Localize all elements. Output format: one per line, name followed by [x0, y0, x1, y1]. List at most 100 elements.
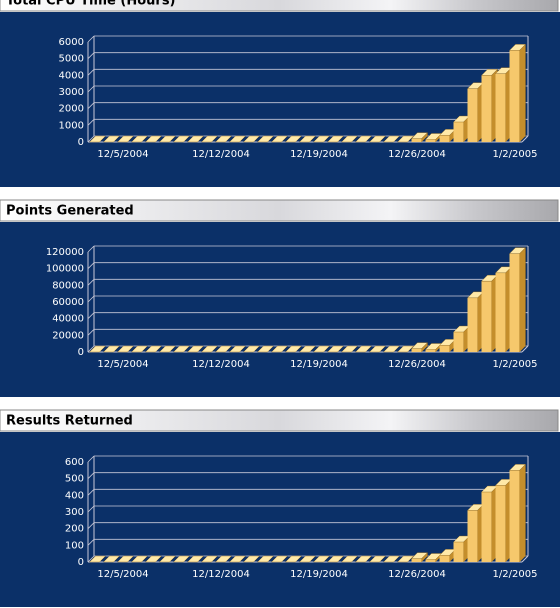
bar-front — [439, 555, 450, 562]
bar — [229, 135, 246, 143]
bar — [481, 274, 498, 353]
bar-top — [285, 135, 302, 143]
bar-top — [271, 555, 288, 563]
bar — [271, 345, 288, 353]
y-tick-label: 60000 — [52, 297, 84, 308]
bar — [509, 43, 526, 143]
bar — [243, 135, 260, 143]
axis-line — [521, 135, 529, 143]
bar — [89, 555, 106, 563]
bar — [145, 135, 162, 143]
bar — [89, 135, 106, 143]
bar — [369, 555, 386, 563]
bar — [369, 135, 386, 143]
axis-line — [521, 345, 529, 353]
chart-title: Points Generated — [6, 204, 134, 219]
grid-line — [87, 135, 95, 143]
bar — [173, 135, 190, 143]
chart-panel: Points Generated 0 20000 40000 60000 80000 100… — [0, 199, 560, 397]
bar — [103, 135, 120, 143]
bar-front — [453, 542, 464, 562]
bar-front — [425, 139, 436, 142]
bar-top — [509, 44, 526, 51]
bar — [159, 135, 176, 143]
y-tick-label: 40000 — [52, 314, 84, 325]
y-tick-label: 0 — [78, 137, 84, 148]
bar — [229, 555, 246, 563]
bar — [285, 555, 302, 563]
bar-top — [383, 555, 400, 563]
y-tick-label: 5000 — [59, 54, 84, 65]
bar-top — [355, 135, 372, 143]
grid-line — [87, 312, 95, 319]
bar-top — [215, 345, 232, 353]
bar-top — [159, 135, 176, 143]
plot-background — [0, 432, 560, 607]
y-tick-label: 200 — [65, 524, 84, 535]
bar — [103, 345, 120, 353]
bar-front — [509, 50, 520, 143]
bar-top — [257, 135, 274, 143]
bar-top — [299, 135, 316, 143]
y-tick-label: 0 — [78, 557, 84, 568]
bar-front — [467, 297, 478, 352]
bar-front — [411, 558, 422, 562]
bar — [481, 485, 498, 563]
bar-top — [369, 135, 386, 143]
bar — [509, 463, 526, 563]
plot-background — [0, 222, 560, 397]
bar-top — [271, 135, 288, 143]
bar — [131, 135, 148, 143]
bar — [411, 132, 428, 143]
bar-top — [327, 345, 344, 353]
bar-top — [369, 555, 386, 563]
bar-top — [131, 345, 148, 353]
y-tick-label: 120000 — [46, 247, 84, 258]
bar — [257, 555, 274, 563]
bar-top — [243, 135, 260, 143]
bar-front — [453, 122, 464, 142]
y-tick-label: 100000 — [46, 264, 84, 275]
grid-line — [87, 279, 95, 286]
bar-top — [383, 135, 400, 143]
grid-line — [87, 85, 95, 93]
plot-background — [0, 12, 560, 187]
bar-top — [355, 555, 372, 563]
bar-top — [481, 69, 498, 76]
bar-top — [117, 345, 134, 353]
bar — [341, 555, 358, 563]
bar-top — [411, 342, 428, 349]
bar-front — [495, 485, 506, 562]
bar-top — [173, 345, 190, 353]
bar — [453, 325, 470, 353]
bar — [453, 115, 470, 143]
bar-top — [173, 135, 190, 143]
bar-front — [481, 75, 492, 142]
bar-top — [411, 552, 428, 559]
chart-title: Total CPU Time (Hours) — [6, 0, 176, 9]
bar-top — [89, 345, 106, 353]
axis-line — [521, 555, 529, 563]
bar — [89, 345, 106, 353]
grid-line — [87, 522, 95, 529]
bar-top — [89, 555, 106, 563]
bar — [341, 135, 358, 143]
bar — [131, 555, 148, 563]
bar — [383, 135, 400, 143]
bar — [173, 555, 190, 563]
bar-top — [397, 345, 414, 353]
bar-top — [229, 345, 246, 353]
bar — [495, 266, 512, 353]
bar — [187, 345, 204, 353]
bar — [159, 345, 176, 353]
bar-front — [509, 470, 520, 562]
bar-top — [313, 345, 330, 353]
bar-front — [425, 349, 436, 352]
bar — [327, 345, 344, 353]
bar-top — [271, 345, 288, 353]
bar-top — [145, 555, 162, 563]
bar — [397, 135, 414, 143]
bar-top — [341, 345, 358, 353]
bar-top — [229, 555, 246, 563]
bar — [383, 555, 400, 563]
